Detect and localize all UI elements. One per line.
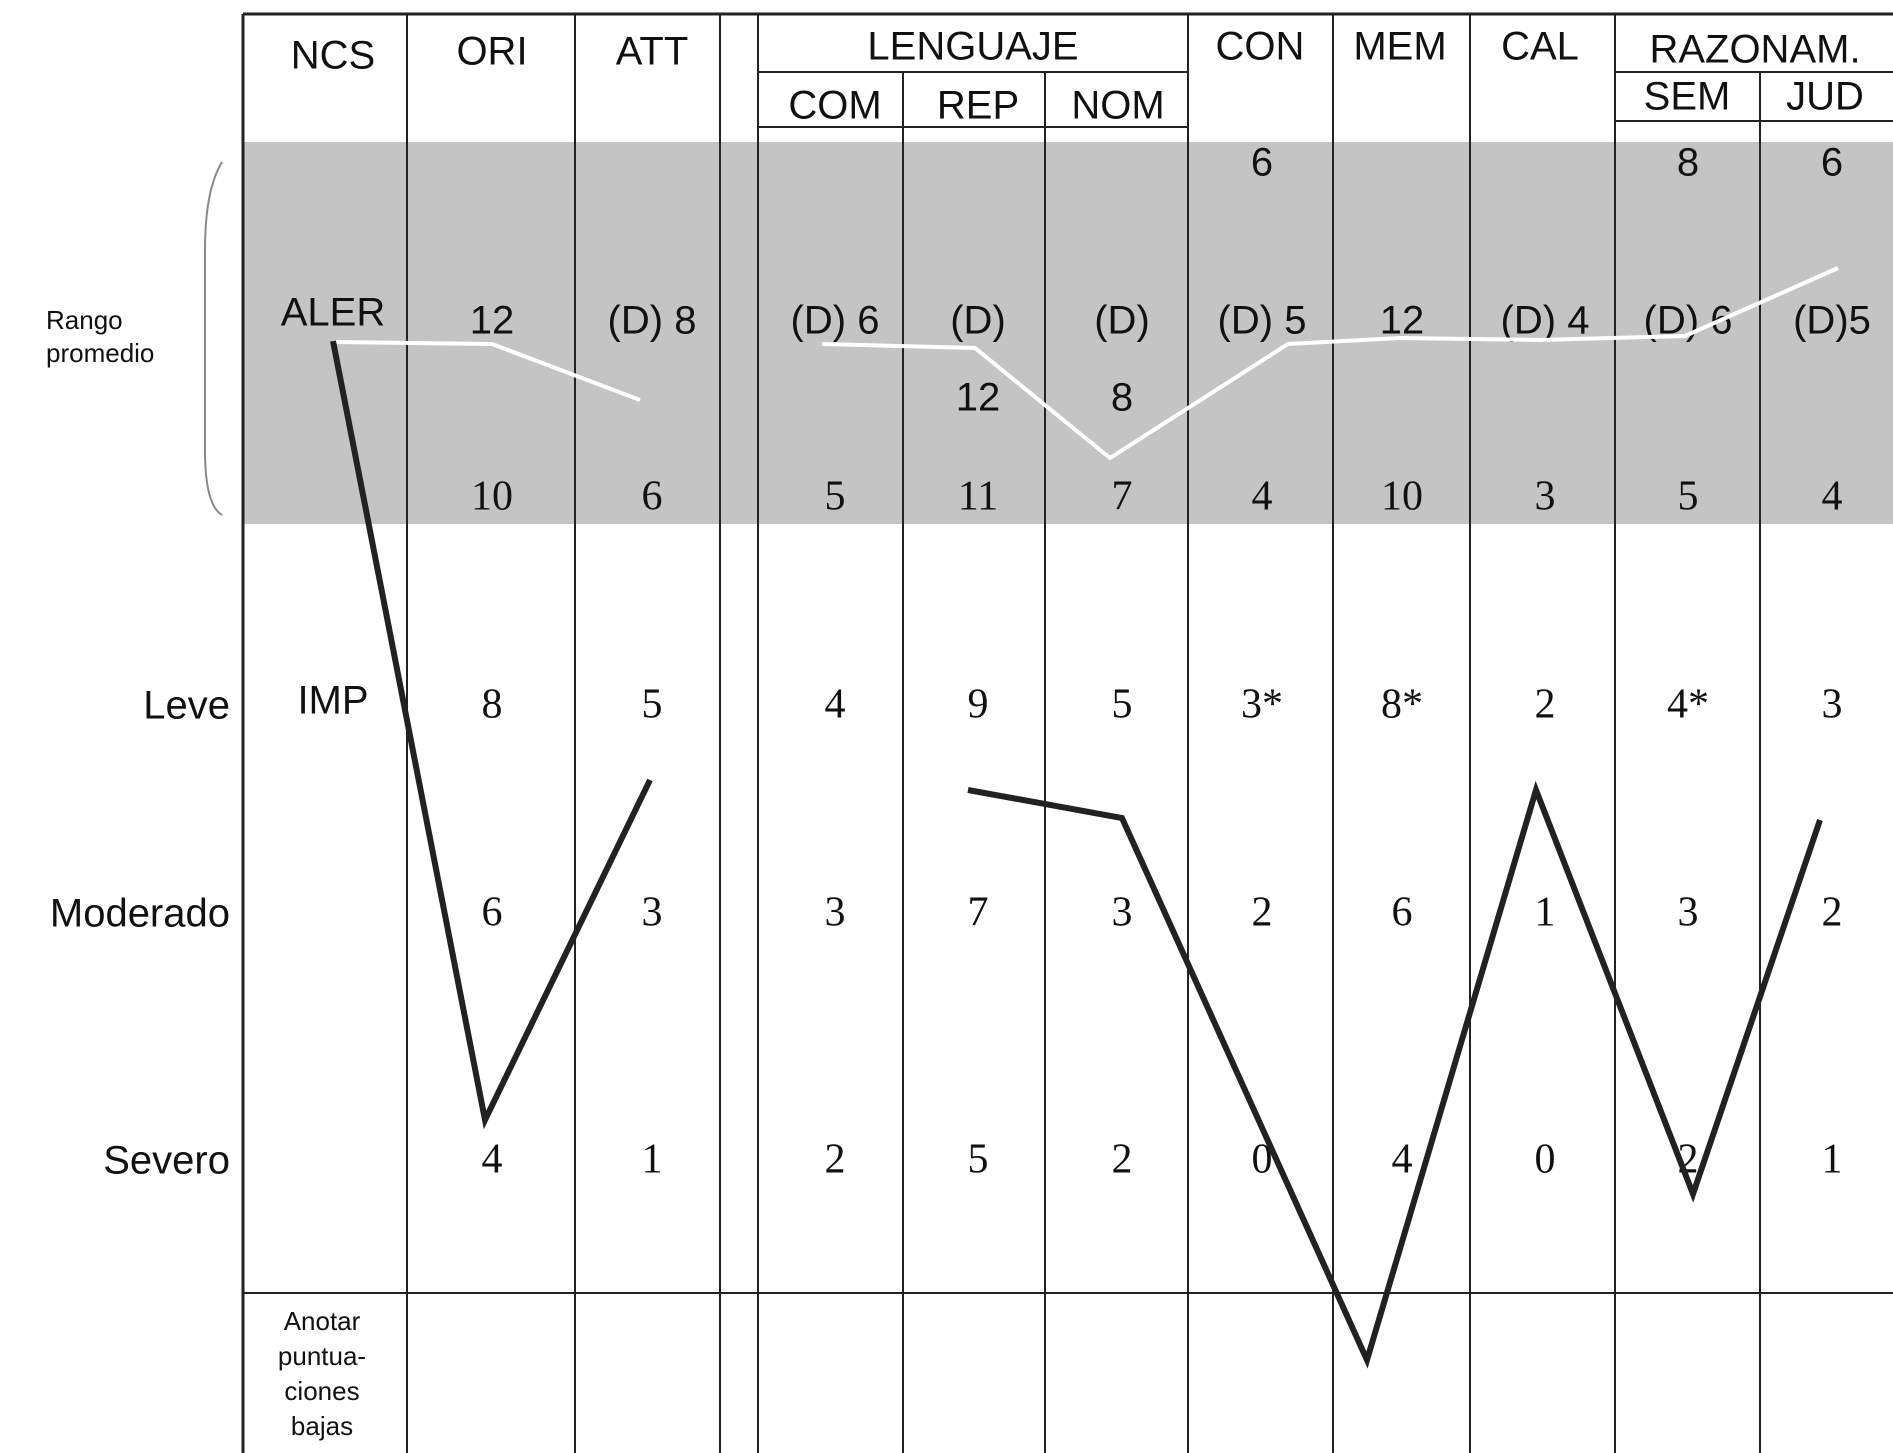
score-avg-low-mem: 10 [1381,474,1423,520]
score-avg-low-jud: 4 [1822,474,1843,520]
header-ncs: NCS [291,34,375,78]
header-razonamiento: RAZONAM. [1649,28,1860,72]
score-aler-sub-rep: 12 [956,376,1001,420]
score-aler-rep: (D) [950,299,1006,343]
score-leve-nom: 5 [1112,682,1133,728]
header-rep: REP [937,84,1019,128]
ncs-low-scores-note: Anotar [284,1306,361,1336]
score-top-jud: 6 [1821,141,1843,185]
header-ori: ORI [456,30,527,74]
row-label-promedio: promedio [46,338,154,368]
score-aler-cal: (D) 4 [1501,299,1590,343]
score-aler-mem: 12 [1380,299,1425,343]
header-com: COM [788,84,881,128]
score-leve-att: 5 [642,682,663,728]
score-leve-rep: 9 [968,682,989,728]
average-profile-line-2 [821,266,1839,461]
patient-profile-line-1 [330,340,653,1130]
average-range-band [243,142,1893,524]
score-severo-com: 2 [825,1137,846,1183]
score-moderado-sem: 3 [1678,890,1699,936]
score-moderado-com: 3 [825,890,846,936]
score-severo-rep: 5 [968,1137,989,1183]
score-aler-con: (D) 5 [1218,299,1307,343]
header-sem: SEM [1644,75,1731,119]
header-lenguaje: LENGUAJE [867,25,1078,69]
score-leve-jud: 3 [1822,682,1843,728]
ncs-aler: ALER [281,291,386,335]
header-cal: CAL [1501,25,1579,69]
average-profile-line-1 [332,340,641,402]
header-nom: NOM [1071,84,1164,128]
score-aler-jud: (D)5 [1793,299,1871,343]
row-label-leve: Leve [143,684,230,728]
ncs-low-scores-note: bajas [291,1411,353,1441]
score-severo-ori: 4 [482,1137,503,1183]
score-avg-low-att: 6 [642,474,663,520]
score-severo-nom: 2 [1112,1137,1133,1183]
patient-profile-line-2 [967,780,1823,1369]
score-aler-att: (D) 8 [608,299,697,343]
header-att: ATT [616,30,689,74]
header-jud: JUD [1786,75,1864,119]
score-avg-low-ori: 10 [471,474,513,520]
score-leve-cal: 2 [1535,682,1556,728]
ncs-imp: IMP [297,679,368,723]
score-avg-low-cal: 3 [1535,474,1556,520]
score-moderado-ori: 6 [482,890,503,936]
score-top-sem: 8 [1677,141,1699,185]
score-aler-com: (D) 6 [791,299,880,343]
score-severo-mem: 4 [1392,1137,1413,1183]
score-leve-con: 3* [1241,682,1283,728]
score-aler-ori: 12 [470,299,515,343]
score-moderado-nom: 3 [1112,890,1133,936]
row-label-rango: Rango [46,305,123,335]
score-moderado-mem: 6 [1392,890,1413,936]
score-moderado-jud: 2 [1822,890,1843,936]
table-grid [241,12,1893,1453]
average-range-bracket [204,161,223,516]
score-severo-con: 0 [1252,1137,1273,1183]
score-avg-low-sem: 5 [1678,474,1699,520]
row-label-moderado: Moderado [50,892,230,936]
header-mem: MEM [1353,25,1446,69]
score-aler-nom: (D) [1094,299,1150,343]
score-avg-low-rep: 11 [958,474,998,520]
ncs-low-scores-note: puntua- [278,1341,366,1371]
score-severo-cal: 0 [1535,1137,1556,1183]
score-avg-low-nom: 7 [1112,474,1133,520]
score-avg-low-con: 4 [1252,474,1273,520]
score-severo-att: 1 [642,1137,663,1183]
score-moderado-cal: 1 [1535,890,1556,936]
score-leve-mem: 8* [1381,682,1423,728]
score-aler-sub-nom: 8 [1111,376,1133,420]
ncs-low-scores-note: ciones [284,1376,359,1406]
header-con: CON [1216,25,1305,69]
score-moderado-att: 3 [642,890,663,936]
score-leve-sem: 4* [1667,682,1709,728]
score-moderado-con: 2 [1252,890,1273,936]
score-leve-com: 4 [825,682,846,728]
score-severo-jud: 1 [1822,1137,1843,1183]
row-label-severo: Severo [103,1139,230,1183]
score-avg-low-com: 5 [825,474,846,520]
score-leve-ori: 8 [482,682,503,728]
score-moderado-rep: 7 [968,890,989,936]
score-top-con: 6 [1251,141,1273,185]
